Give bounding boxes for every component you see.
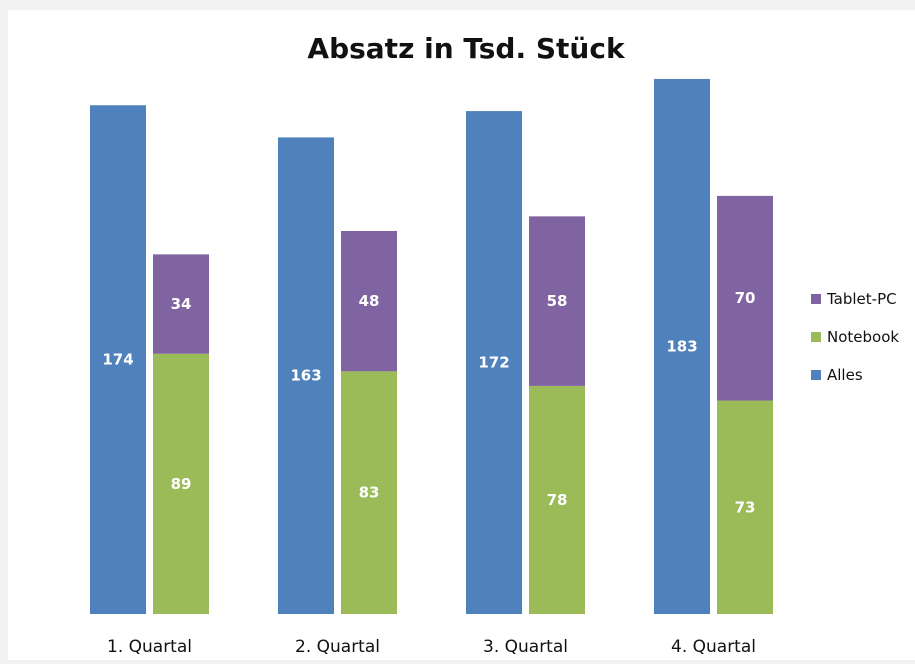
data-label-alles-1-quartal: 174	[102, 351, 133, 369]
chart-title: Absatz in Tsd. Stück	[307, 32, 626, 65]
bar-alles-2-quartal	[278, 137, 334, 615]
data-label-notebook-2-quartal: 83	[359, 484, 380, 502]
legend-swatch-alles	[811, 370, 821, 380]
category-label-4-quartal: 4. Quartal	[671, 637, 756, 657]
bar-tablet-pc-1-quartal	[153, 254, 209, 354]
legend-label-alles: Alles	[827, 366, 863, 384]
bar-tablet-pc-4-quartal	[717, 195, 773, 401]
data-label-alles-2-quartal: 163	[290, 367, 321, 385]
value-labels-layer: 174 89 34 163 83 48 172 78 58 183 73 70	[102, 289, 755, 516]
legend-label-tablet-pc: Tablet-PC	[826, 290, 897, 308]
data-label-tablet-pc-4-quartal: 70	[735, 289, 756, 307]
data-label-tablet-pc-2-quartal: 48	[359, 292, 380, 310]
bar-notebook-1-quartal	[153, 353, 209, 614]
data-label-notebook-1-quartal: 89	[171, 475, 192, 493]
legend-swatch-notebook	[811, 332, 821, 342]
data-label-notebook-4-quartal: 73	[735, 498, 756, 516]
bar-alles-3-quartal	[466, 111, 522, 614]
data-label-notebook-3-quartal: 78	[547, 491, 568, 509]
bars-layer	[90, 78, 773, 615]
data-label-alles-4-quartal: 183	[666, 337, 697, 355]
bar-notebook-2-quartal	[341, 371, 397, 614]
bar-tablet-pc-3-quartal	[529, 216, 585, 386]
legend-label-notebook: Notebook	[827, 328, 899, 346]
category-label-3-quartal: 3. Quartal	[483, 637, 568, 657]
bar-alles-4-quartal	[654, 78, 710, 615]
category-label-2-quartal: 2. Quartal	[295, 637, 380, 657]
data-label-alles-3-quartal: 172	[478, 354, 509, 372]
legend: Tablet-PC Notebook Alles	[811, 290, 899, 384]
legend-swatch-tablet-pc	[811, 294, 821, 304]
bar-notebook-4-quartal	[717, 400, 773, 614]
bar-alles-1-quartal	[90, 105, 146, 614]
bar-tablet-pc-2-quartal	[341, 230, 397, 372]
category-label-1-quartal: 1. Quartal	[107, 637, 192, 657]
data-label-tablet-pc-1-quartal: 34	[171, 295, 192, 313]
bar-notebook-3-quartal	[529, 385, 585, 614]
category-labels-layer: 1. Quartal 2. Quartal 3. Quartal 4. Quartal	[107, 637, 756, 657]
data-label-tablet-pc-3-quartal: 58	[547, 292, 568, 310]
